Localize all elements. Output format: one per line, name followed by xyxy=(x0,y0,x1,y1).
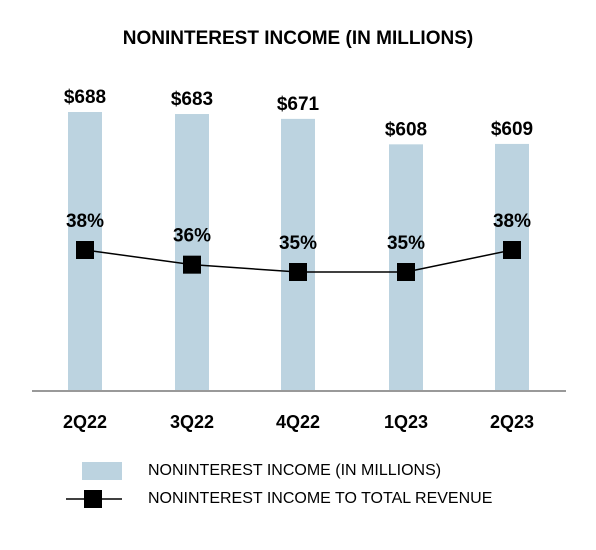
line-marker xyxy=(289,263,307,281)
legend-label-line: NONINTEREST INCOME TO TOTAL REVENUE xyxy=(148,490,493,507)
line-marker xyxy=(183,255,201,274)
line-marker xyxy=(503,241,521,259)
line-value-label: 35% xyxy=(279,233,317,254)
bar-3q22 xyxy=(175,114,209,390)
chart-title: NONINTEREST INCOME (IN MILLIONS) xyxy=(122,28,474,49)
bar-value-label: $683 xyxy=(171,89,213,110)
bar-value-label: $671 xyxy=(277,94,320,115)
line-value-label: 38% xyxy=(493,211,531,232)
bar-2q23 xyxy=(495,143,529,390)
legend-swatch-line xyxy=(66,490,122,508)
x-tick-label: 3Q22 xyxy=(170,412,214,432)
legend-swatch-bar xyxy=(82,462,122,480)
line-value-label: 38% xyxy=(66,211,104,232)
line-marker xyxy=(76,241,94,259)
line-value-label: 35% xyxy=(387,233,425,254)
legend-label-bars: NONINTEREST INCOME (IN MILLIONS) xyxy=(148,462,442,479)
x-tick-label: 1Q23 xyxy=(384,412,428,432)
legend-item-line: NONINTEREST INCOME TO TOTAL REVENUE xyxy=(60,488,492,510)
line-value-label: 36% xyxy=(173,226,211,247)
x-tick-label: 2Q23 xyxy=(490,412,534,432)
legend-item-bars: NONINTEREST INCOME (IN MILLIONS) xyxy=(60,462,441,480)
bar-value-label: $688 xyxy=(64,87,106,108)
bar-value-label: $609 xyxy=(491,119,533,140)
line-marker xyxy=(397,263,415,281)
bar-4q22 xyxy=(281,118,315,390)
x-tick-label: 4Q22 xyxy=(276,412,320,432)
x-tick-label: 2Q22 xyxy=(63,412,107,432)
bar-value-label: $608 xyxy=(385,119,427,140)
